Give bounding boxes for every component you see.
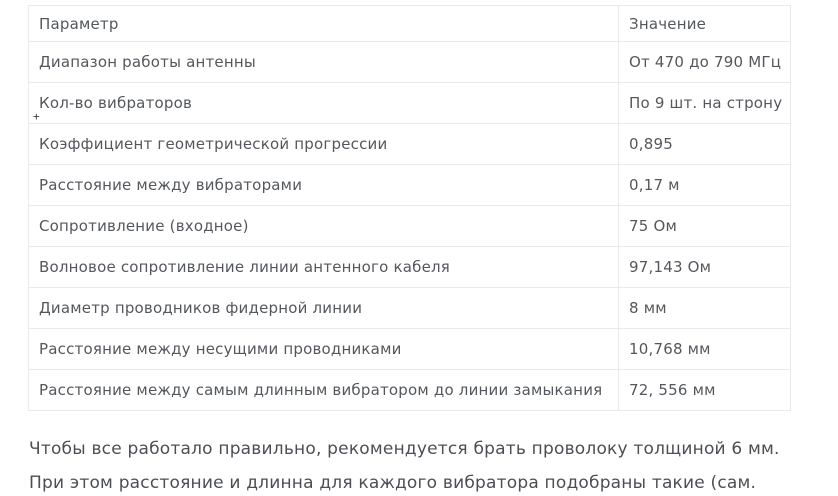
table-row: Расстояние между вибраторами 0,17 м (28, 164, 791, 206)
table-body: Диапазон работы антенны От 470 до 790 МГ… (28, 41, 791, 411)
param-cell: Кол-во вибраторов (28, 82, 619, 124)
value-cell: От 470 до 790 МГц (618, 41, 791, 83)
param-cell: Расстояние между вибраторами (28, 164, 619, 206)
value-cell: 75 Ом (618, 205, 791, 247)
header-cell-value: Значение (618, 5, 791, 42)
param-cell: Расстояние между несущими проводниками (28, 328, 619, 370)
param-cell: Коэффициент геометрической прогрессии (28, 123, 619, 165)
table-row: Коэффициент геометрической прогрессии 0,… (28, 123, 791, 165)
value-cell: 10,768 мм (618, 328, 791, 370)
value-cell: 8 мм (618, 287, 791, 329)
param-cell: Волновое сопротивление линии антенного к… (28, 246, 619, 288)
text-cursor-artifact: + (33, 110, 40, 123)
value-cell: 0,17 м (618, 164, 791, 206)
table-row: Расстояние между несущими проводниками 1… (28, 328, 791, 370)
table-row: Сопротивление (входное) 75 Ом (28, 205, 791, 247)
parameters-table: Параметр Значение Диапазон работы антенн… (28, 5, 791, 411)
header-cell-parameter: Параметр (28, 5, 619, 42)
table-row: Диапазон работы антенны От 470 до 790 МГ… (28, 41, 791, 83)
value-cell: 72, 556 мм (618, 369, 791, 411)
value-cell: 97,143 Ом (618, 246, 791, 288)
param-cell: Расстояние между самым длинным вибраторо… (28, 369, 619, 411)
table-header: Параметр Значение (28, 5, 791, 42)
table-row: Диаметр проводников фидерной линии 8 мм (28, 287, 791, 329)
table-row: Кол-во вибраторов По 9 шт. на строну (28, 82, 791, 124)
table-row: Расстояние между самым длинным вибраторо… (28, 369, 791, 411)
value-cell: 0,895 (618, 123, 791, 165)
header-row: Параметр Значение (28, 5, 791, 42)
param-cell: Сопротивление (входное) (28, 205, 619, 247)
value-cell: По 9 шт. на строну (618, 82, 791, 124)
param-cell: Диаметр проводников фидерной линии (28, 287, 619, 329)
note-paragraph: Чтобы все работало правильно, рекомендуе… (29, 439, 780, 493)
param-cell: Диапазон работы антенны (28, 41, 619, 83)
table-row: Волновое сопротивление линии антенного к… (28, 246, 791, 288)
